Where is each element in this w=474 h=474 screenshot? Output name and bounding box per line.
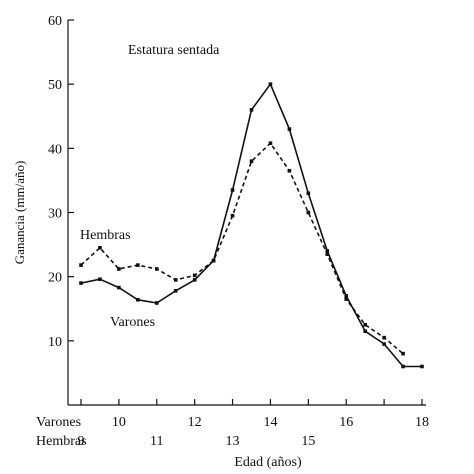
x-row-label-varones: Varones: [36, 415, 81, 430]
x-tick-label-varones: 18: [415, 415, 429, 430]
data-point-varones: [173, 288, 178, 293]
x-tick-label-hembras: 15: [301, 434, 315, 449]
data-point-hembras: [211, 258, 216, 263]
data-point-hembras: [344, 297, 349, 301]
x-row-label-hembras: Hembras: [36, 434, 87, 449]
data-point-hembras: [306, 210, 311, 215]
data-point-hembras: [136, 263, 140, 267]
x-tick-label-hembras: 13: [226, 434, 240, 449]
y-axis-label: Ganancia (mm/año): [12, 161, 27, 265]
data-point-varones: [98, 277, 102, 282]
data-point-varones: [249, 108, 254, 112]
series-line-hembras: [80, 142, 404, 355]
data-point-hembras: [192, 273, 197, 278]
data-point-hembras: [173, 278, 178, 282]
data-point-varones: [154, 301, 159, 305]
data-point-varones: [325, 249, 330, 253]
data-point-varones: [268, 82, 273, 86]
series-label-hembras: Hembras: [80, 228, 131, 243]
y-tick-label: 10: [48, 335, 62, 350]
x-tick-label-hembras: 9: [78, 434, 85, 449]
data-point-hembras: [401, 351, 405, 356]
data-point-hembras: [98, 245, 102, 250]
data-point-varones: [401, 364, 405, 369]
data-point-varones: [306, 191, 311, 196]
data-point-hembras: [117, 267, 121, 271]
data-point-hembras: [363, 322, 367, 327]
axes: 10 20 30 40 50 60 10 12 14 16 18 9 11 13 15: [48, 14, 429, 449]
y-tick-label: 60: [48, 14, 62, 29]
series-label-varones: Varones: [110, 315, 155, 330]
x-axis-label: Edad (años): [234, 455, 302, 470]
data-point-varones: [192, 278, 197, 282]
series-layer: [79, 82, 424, 369]
data-point-hembras: [79, 263, 83, 267]
data-point-varones: [117, 285, 121, 290]
data-point-varones: [230, 188, 235, 192]
data-point-hembras: [382, 335, 386, 340]
data-point-varones: [136, 297, 140, 302]
data-point-varones: [382, 342, 386, 346]
x-tick-label-varones: 12: [188, 415, 202, 430]
x-tick-label-varones: 16: [339, 415, 353, 430]
data-point-varones: [79, 281, 83, 285]
y-tick-label: 50: [48, 78, 62, 93]
data-point-hembras: [249, 159, 254, 163]
data-point-varones: [287, 127, 292, 131]
data-point-hembras: [268, 141, 273, 145]
chart-title: Estatura sentada: [128, 43, 220, 58]
y-tick-label: 40: [48, 142, 62, 157]
x-tick-label-varones: 14: [263, 415, 277, 430]
data-point-varones: [420, 364, 424, 369]
y-tick-label: 30: [48, 207, 62, 222]
data-point-hembras: [287, 168, 292, 173]
y-tick-label: 20: [48, 271, 62, 286]
data-point-hembras: [154, 267, 159, 271]
x-tick-label-hembras: 11: [150, 434, 163, 449]
data-point-varones: [363, 329, 367, 334]
data-point-hembras: [325, 252, 330, 257]
data-point-varones: [344, 294, 349, 298]
data-point-hembras: [230, 213, 235, 218]
x-tick-label-varones: 10: [112, 415, 126, 430]
